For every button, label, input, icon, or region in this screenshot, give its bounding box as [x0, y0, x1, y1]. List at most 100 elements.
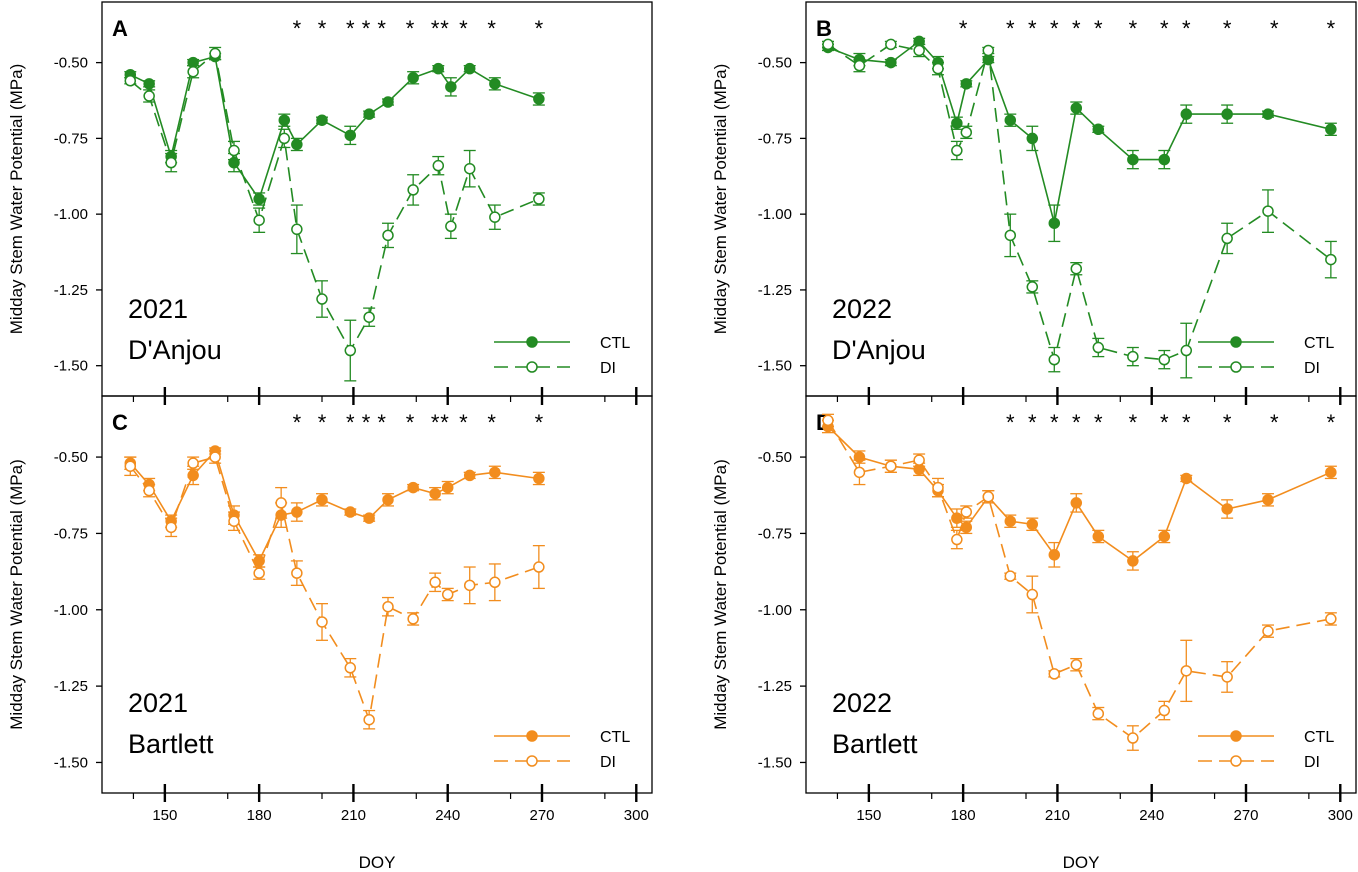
data-point-di [1070, 658, 1083, 671]
y-tick-label: -1.50 [758, 358, 792, 375]
significance-asterisk: * [1182, 16, 1191, 41]
plot-frame [805, 395, 1357, 794]
data-point-ctl [363, 512, 375, 524]
data-point-di [533, 193, 545, 205]
significance-asterisk: * [1072, 16, 1081, 41]
significance-asterisk: * [459, 16, 468, 41]
x-tick-label: 210 [1045, 807, 1070, 824]
legend-label-di: DI [600, 754, 616, 771]
series-ctl [822, 35, 1337, 243]
series-ctl [124, 50, 545, 206]
significance-asterisk: * [1160, 16, 1169, 41]
data-point-di [1221, 232, 1233, 245]
significance-asterisk: * [1270, 16, 1279, 41]
data-point-di [432, 159, 445, 172]
x-tick-label: 300 [624, 807, 649, 824]
significance-asterisk: * [431, 16, 440, 41]
data-point-ctl [316, 494, 328, 506]
data-point-ctl [463, 62, 476, 75]
data-point-di [822, 38, 834, 51]
legend: CTL DI [1198, 335, 1334, 377]
data-point-ctl [407, 72, 419, 84]
data-point-ctl [429, 487, 441, 500]
data-point-ctl [533, 93, 545, 105]
y-tick-label: -1.00 [54, 602, 88, 619]
x-tick-label: 300 [1328, 807, 1353, 824]
data-point-di [228, 515, 240, 527]
data-point-di [165, 521, 177, 534]
panel-year-label: 2022 [832, 294, 892, 324]
x-tick-label: 210 [341, 807, 366, 824]
x-tick-label: 270 [529, 807, 554, 824]
y-tick-label: -0.75 [54, 525, 88, 542]
significance-asterisk: * [1270, 410, 1279, 435]
legend: CTL DI [494, 335, 630, 377]
legend-marker-ctl [526, 730, 538, 742]
data-point-di [187, 457, 199, 469]
series-di [124, 46, 545, 382]
series-ctl [124, 445, 545, 568]
data-point-di [363, 713, 375, 726]
data-point-di [853, 466, 866, 479]
data-point-ctl [432, 62, 445, 75]
data-point-di [209, 451, 221, 463]
data-point-di [1127, 732, 1139, 744]
panel-cultivar-label: D'Anjou [832, 335, 926, 365]
y-tick-label: -1.25 [758, 282, 792, 299]
significance-asterisk: * [362, 410, 371, 435]
series-di [124, 450, 545, 730]
y-tick-label: -1.25 [54, 282, 88, 299]
significance-asterisk: * [293, 16, 302, 41]
significance-asterisk: * [1006, 16, 1015, 41]
legend-label-di: DI [1304, 360, 1320, 377]
significance-asterisk: * [459, 410, 468, 435]
data-point-di [124, 460, 137, 472]
data-point-di [932, 62, 944, 75]
legend-marker-di [1230, 361, 1242, 373]
data-point-di [363, 311, 375, 323]
data-point-ctl [344, 506, 357, 518]
legend-marker-di [1230, 755, 1242, 767]
legend-label-ctl: CTL [1304, 729, 1334, 746]
data-point-ctl [382, 494, 394, 506]
data-point-di [441, 588, 454, 601]
data-point-ctl [489, 78, 501, 90]
data-point-di [253, 214, 265, 226]
data-point-ctl [1262, 108, 1274, 120]
y-tick-label: -0.75 [758, 130, 792, 147]
x-tick-label: 270 [1233, 807, 1258, 824]
y-tick-label: -0.50 [758, 449, 792, 466]
significance-asterisk: * [1223, 410, 1232, 435]
data-point-ctl [1127, 153, 1139, 166]
significance-asterisk: * [1072, 410, 1081, 435]
panel-b: -0.50 -0.75 -1.00 -1.25 -1.50 Midday Stem Wat… [711, 1, 1357, 405]
significance-asterisk: * [1028, 16, 1037, 41]
data-point-ctl [1092, 530, 1105, 543]
significance-asterisk: * [377, 410, 386, 435]
data-point-ctl [960, 78, 973, 90]
data-point-di [1180, 344, 1193, 357]
data-point-ctl [1180, 472, 1193, 485]
y-tick-label: -1.50 [54, 358, 88, 375]
legend-label-di: DI [600, 360, 616, 377]
data-point-di [1180, 665, 1193, 677]
significance-asterisk: * [318, 410, 327, 435]
data-point-di [407, 613, 419, 625]
data-point-di [1262, 625, 1274, 637]
panel-a: -0.50 -0.75 -1.00 -1.25 -1.50 Midday Stem Wat… [7, 1, 653, 405]
y-tick-label: -1.50 [758, 754, 792, 771]
y-tick-label: -1.00 [54, 206, 88, 223]
significance-asterisk: * [1028, 410, 1037, 435]
data-point-di [382, 229, 394, 242]
data-point-ctl [1070, 497, 1083, 509]
y-axis-label: Midday Stem Water Potential (MPa) [711, 64, 730, 335]
panel-c: -0.50 -0.75 -1.00 -1.25 -1.50 150 180 210 240 270… [7, 395, 653, 872]
significance-asterisk: * [1094, 410, 1103, 435]
data-point-di [982, 44, 995, 57]
data-point-ctl [885, 56, 897, 69]
data-point-di [278, 132, 291, 145]
data-point-di [1092, 707, 1105, 720]
data-point-ctl [1004, 114, 1017, 126]
significance-asterisk: * [1094, 16, 1103, 41]
